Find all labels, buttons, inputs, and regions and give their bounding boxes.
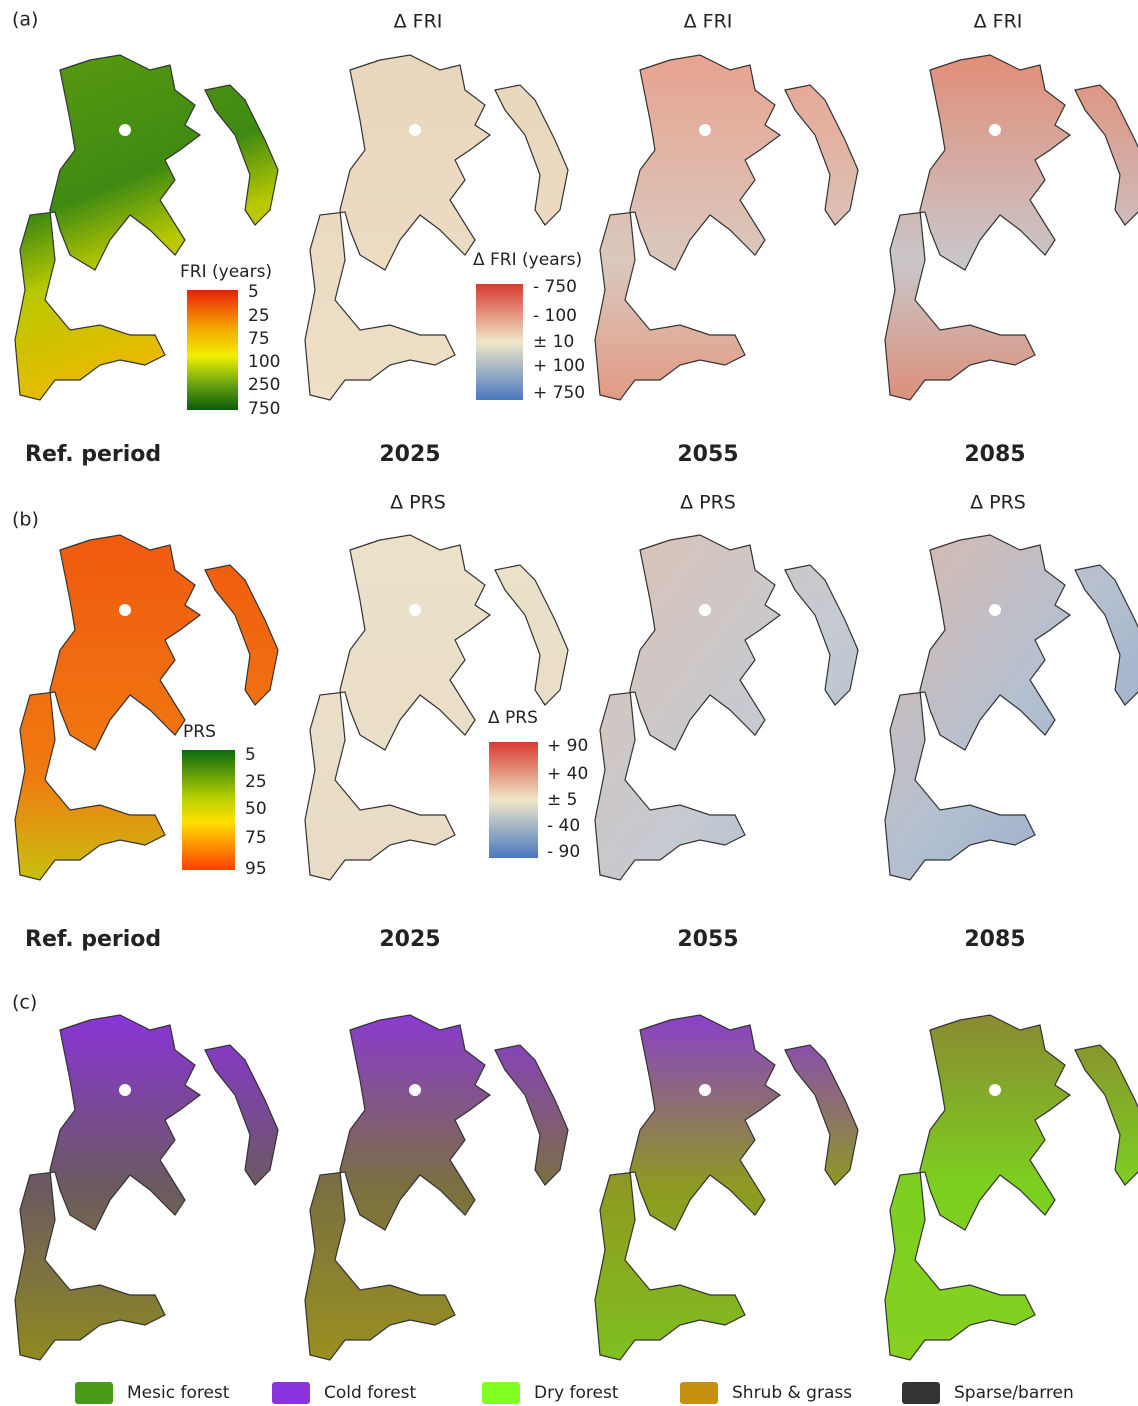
color-bar bbox=[489, 742, 538, 858]
color-bar-label: 100 bbox=[248, 352, 280, 372]
map bbox=[884, 534, 1138, 881]
panel-label: (a) bbox=[12, 9, 38, 31]
column-title: Δ PRS bbox=[970, 492, 1026, 514]
color-bar-label: ± 5 bbox=[547, 790, 577, 810]
map bbox=[594, 54, 859, 401]
lake bbox=[699, 604, 711, 616]
color-bar-label: 250 bbox=[248, 375, 280, 395]
lake bbox=[119, 124, 131, 136]
period-label: 2025 bbox=[379, 442, 440, 467]
color-bar bbox=[187, 290, 238, 410]
map bbox=[304, 1014, 569, 1361]
column-title: Δ FRI bbox=[394, 11, 443, 33]
legend-swatch bbox=[75, 1382, 113, 1404]
color-bar bbox=[182, 750, 235, 870]
map bbox=[594, 1014, 859, 1361]
color-bar-title: PRS bbox=[183, 722, 216, 742]
lake bbox=[989, 124, 1001, 136]
color-bar-label: 50 bbox=[245, 799, 267, 819]
legend-swatch bbox=[902, 1382, 940, 1404]
color-bar-label: + 750 bbox=[533, 383, 585, 403]
period-label: 2025 bbox=[379, 927, 440, 952]
color-bar-title: FRI (years) bbox=[180, 262, 272, 282]
lake bbox=[989, 604, 1001, 616]
legend-swatch bbox=[272, 1382, 310, 1404]
color-bar-label: 95 bbox=[245, 859, 267, 879]
legend-label: Sparse/barren bbox=[954, 1383, 1074, 1403]
lake bbox=[699, 1084, 711, 1096]
column-title: Δ FRI bbox=[974, 11, 1023, 33]
lake bbox=[409, 124, 421, 136]
lake bbox=[119, 1084, 131, 1096]
period-label: Ref. period bbox=[25, 442, 161, 467]
color-bar-label: 5 bbox=[248, 282, 259, 302]
color-bar-label: - 40 bbox=[547, 816, 580, 836]
color-bar-label: + 40 bbox=[547, 764, 588, 784]
color-bar-label: 25 bbox=[248, 306, 270, 326]
legend-label: Cold forest bbox=[324, 1383, 417, 1403]
color-bar-title: Δ FRI (years) bbox=[473, 250, 582, 270]
color-bar-label: - 90 bbox=[547, 842, 580, 862]
lake bbox=[409, 604, 421, 616]
period-label: 2055 bbox=[677, 927, 738, 952]
legend-label: Mesic forest bbox=[127, 1383, 230, 1403]
color-bar-label: 5 bbox=[245, 745, 256, 765]
column-title: Δ PRS bbox=[680, 492, 736, 514]
legend-swatch bbox=[482, 1382, 520, 1404]
period-label: 2085 bbox=[964, 442, 1025, 467]
map bbox=[14, 54, 279, 401]
map bbox=[884, 54, 1138, 401]
color-bar-label: + 90 bbox=[547, 736, 588, 756]
panel-label: (c) bbox=[12, 992, 37, 1014]
map bbox=[304, 54, 569, 401]
period-label: 2055 bbox=[677, 442, 738, 467]
maps bbox=[14, 54, 1138, 1361]
color-bar bbox=[476, 284, 523, 400]
color-bar-label: - 100 bbox=[533, 306, 577, 326]
legend-label: Dry forest bbox=[534, 1383, 619, 1403]
color-bar-label: 75 bbox=[245, 828, 267, 848]
lake bbox=[699, 124, 711, 136]
lake bbox=[989, 1084, 1001, 1096]
map bbox=[884, 1014, 1138, 1361]
color-bar-label: + 100 bbox=[533, 356, 585, 376]
period-label: 2085 bbox=[964, 927, 1025, 952]
lake bbox=[119, 604, 131, 616]
panel-label: (b) bbox=[12, 509, 39, 531]
color-bar-label: 750 bbox=[248, 399, 280, 419]
labels: (a) Δ FRI Δ FRI Δ FRI Ref. period 2025 2055 208… bbox=[12, 9, 1074, 1404]
column-title: Δ PRS bbox=[390, 492, 446, 514]
lake bbox=[409, 1084, 421, 1096]
color-bar-label: 75 bbox=[248, 329, 270, 349]
column-title: Δ FRI bbox=[684, 11, 733, 33]
map bbox=[594, 534, 859, 881]
color-bar-label: 25 bbox=[245, 772, 267, 792]
map bbox=[14, 534, 279, 881]
color-bar-title: Δ PRS bbox=[488, 708, 538, 728]
legend-swatch bbox=[680, 1382, 718, 1404]
color-bar-label: - 750 bbox=[533, 277, 577, 297]
color-bar-label: ± 10 bbox=[533, 332, 574, 352]
period-label: Ref. period bbox=[25, 927, 161, 952]
map bbox=[14, 1014, 279, 1361]
legend-label: Shrub & grass bbox=[732, 1383, 852, 1403]
